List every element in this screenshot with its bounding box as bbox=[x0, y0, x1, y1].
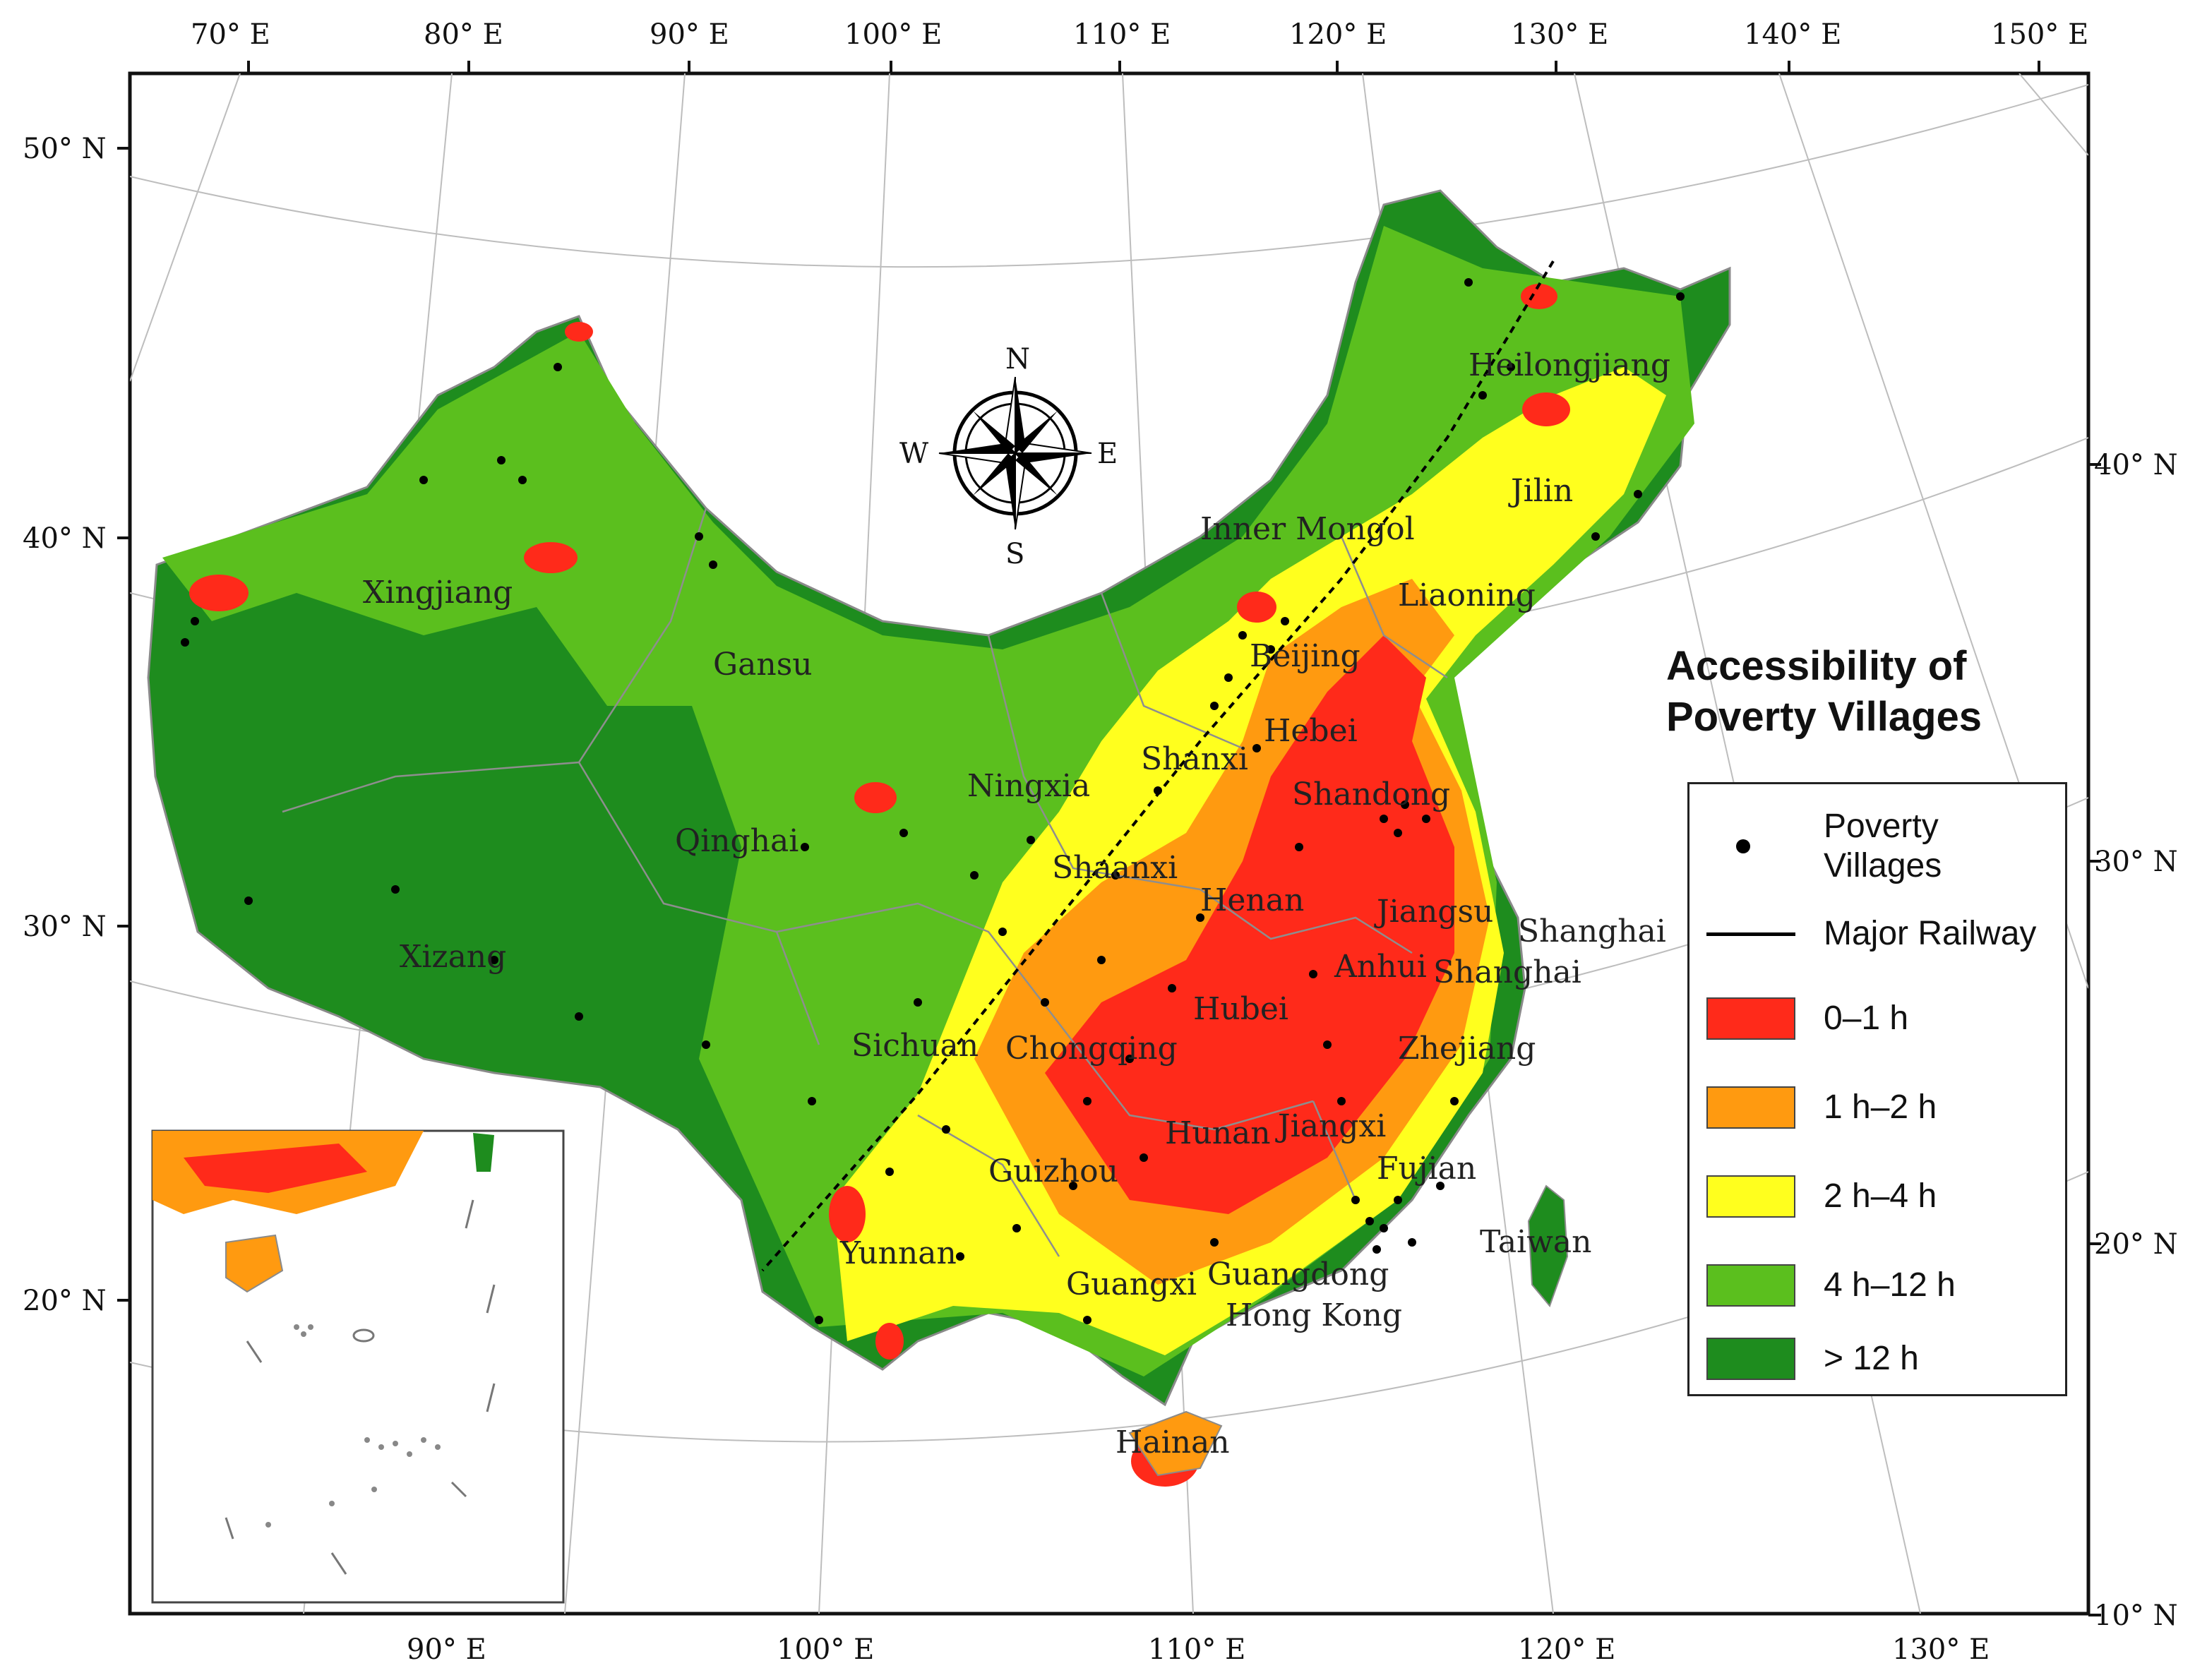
frame-ticks bbox=[117, 61, 2101, 1616]
lon-tick-label: 150° E bbox=[1991, 18, 2088, 51]
village-dot-icon bbox=[1736, 839, 1750, 853]
region-label: Jiangxi bbox=[1275, 1108, 1386, 1144]
region-label: Chongqing bbox=[1005, 1031, 1178, 1067]
lon-tick-label: 110° E bbox=[1073, 18, 1171, 51]
lon-tick-label: 140° E bbox=[1744, 18, 1841, 51]
legend-swatch bbox=[1706, 1086, 1795, 1129]
region-label: Inner Mongol bbox=[1200, 511, 1415, 547]
legend-item-class: 2 h–4 h bbox=[1689, 1163, 2065, 1233]
compass-rose: N S E W bbox=[899, 343, 1118, 570]
legend-title-line: Accessibility of bbox=[1666, 643, 1967, 689]
region-label: Taiwan bbox=[1480, 1224, 1591, 1260]
compass-west: W bbox=[899, 438, 928, 470]
lon-tick-label: 70° E bbox=[191, 18, 270, 51]
region-label: Jiangsu bbox=[1374, 894, 1493, 930]
region-labels: Heilongjiang Jilin Inner Mongol Liaoning… bbox=[363, 347, 1670, 1460]
lon-tick-label: 120° E bbox=[1518, 1633, 1615, 1666]
legend-item-class: 4 h–12 h bbox=[1689, 1252, 2065, 1322]
lon-bottom-labels: 90° E 100° E 110° E 120° E 130° E bbox=[407, 1633, 1990, 1666]
legend-label: Major Railway bbox=[1824, 915, 2037, 952]
compass-east: E bbox=[1097, 438, 1118, 470]
legend-swatch bbox=[1706, 1175, 1795, 1218]
region-label: Shanghai bbox=[1518, 913, 1666, 949]
lat-tick-label: 20° N bbox=[2094, 1228, 2178, 1261]
lat-tick-label: 10° N bbox=[2094, 1600, 2178, 1632]
lon-tick-label: 130° E bbox=[1511, 18, 1608, 51]
region-label: Guangdong bbox=[1207, 1256, 1389, 1292]
province-boundaries bbox=[282, 508, 1448, 1257]
compass-north: N bbox=[1005, 343, 1030, 376]
hainan-shape bbox=[1128, 1410, 1223, 1477]
legend-label: 4 h–12 h bbox=[1824, 1266, 1956, 1304]
region-label: Fujian bbox=[1377, 1151, 1476, 1187]
region-label: Hebei bbox=[1264, 713, 1358, 749]
compass-south: S bbox=[1005, 538, 1024, 570]
region-label: Hubei bbox=[1193, 991, 1288, 1027]
lon-tick-label: 90° E bbox=[650, 18, 729, 51]
lon-tick-label: 100° E bbox=[777, 1633, 874, 1666]
region-label: Xizang bbox=[400, 939, 506, 975]
lon-top-labels: 70° E 80° E 90° E 100° E 110° E 120° E 1… bbox=[191, 18, 2088, 51]
legend-label: 0–1 h bbox=[1824, 1000, 1909, 1037]
legend-swatch bbox=[1706, 1264, 1795, 1307]
legend-label: 1 h–2 h bbox=[1824, 1088, 1937, 1126]
legend-item-class: 1 h–2 h bbox=[1689, 1074, 2065, 1144]
lat-tick-label: 20° N bbox=[23, 1285, 107, 1317]
lon-tick-label: 110° E bbox=[1148, 1633, 1245, 1666]
railway-line-icon bbox=[1706, 932, 1795, 936]
region-label: Hong Kong bbox=[1226, 1297, 1402, 1333]
region-label: Shanghai bbox=[1433, 954, 1581, 990]
legend-label: Poverty bbox=[1824, 808, 1939, 845]
legend-swatch bbox=[1706, 997, 1795, 1040]
lat-tick-label: 30° N bbox=[2094, 846, 2178, 878]
lat-tick-label: 40° N bbox=[23, 522, 107, 555]
legend-label: Villages bbox=[1824, 847, 1942, 884]
legend-item-railway: Major Railway bbox=[1689, 904, 2065, 975]
region-label: Xingjiang bbox=[363, 575, 513, 611]
region-label: Shanxi bbox=[1141, 741, 1248, 777]
lon-tick-label: 80° E bbox=[424, 18, 503, 51]
region-label: Anhui bbox=[1334, 949, 1427, 985]
region-label: Henan bbox=[1200, 882, 1304, 918]
region-label: Guizhou bbox=[988, 1153, 1118, 1189]
region-label: Jilin bbox=[1508, 473, 1573, 509]
legend-label: > 12 h bbox=[1824, 1340, 1919, 1377]
legend-label: 2 h–4 h bbox=[1824, 1177, 1937, 1215]
poverty-villages bbox=[181, 278, 1685, 1324]
region-label: Hainan bbox=[1116, 1424, 1230, 1460]
region-label: Ningxia bbox=[967, 768, 1090, 804]
legend-item-villages: Poverty Villages bbox=[1689, 800, 2065, 892]
region-label: Sichuan bbox=[851, 1028, 979, 1064]
region-label: Liaoning bbox=[1398, 577, 1536, 613]
legend-item-class: > 12 h bbox=[1689, 1325, 2065, 1396]
lat-tick-label: 40° N bbox=[2094, 449, 2178, 481]
lon-tick-label: 130° E bbox=[1892, 1633, 1990, 1666]
lat-tick-label: 50° N bbox=[23, 133, 107, 165]
lon-tick-label: 120° E bbox=[1289, 18, 1387, 51]
region-label: Zhejiang bbox=[1398, 1031, 1536, 1067]
legend-title: Accessibility of Poverty Villages bbox=[1666, 641, 2090, 743]
region-label: Gansu bbox=[713, 647, 813, 683]
legend: Poverty Villages Major Railway 0–1 h 1 h… bbox=[1687, 782, 2067, 1396]
lat-right-labels: 40° N 30° N 20° N 10° N bbox=[2094, 449, 2178, 1632]
inset-map bbox=[151, 1129, 565, 1604]
major-railway bbox=[761, 260, 1555, 1272]
legend-swatch bbox=[1706, 1338, 1795, 1380]
taiwan-shape bbox=[1527, 1184, 1569, 1307]
region-label: Qinghai bbox=[675, 823, 799, 859]
lat-left-labels: 50° N 40° N 30° N 20° N bbox=[23, 133, 107, 1317]
region-label: Guangxi bbox=[1066, 1266, 1197, 1302]
region-label: Heilongjiang bbox=[1469, 347, 1670, 383]
region-label: Yunnan bbox=[839, 1235, 957, 1271]
lon-tick-label: 90° E bbox=[407, 1633, 486, 1666]
lat-tick-label: 30° N bbox=[23, 911, 107, 943]
region-label: Beijing bbox=[1250, 638, 1360, 674]
legend-item-class: 0–1 h bbox=[1689, 985, 2065, 1055]
legend-title-line: Poverty Villages bbox=[1666, 694, 1982, 740]
region-label: Shandong bbox=[1292, 776, 1450, 812]
region-label: Shaanxi bbox=[1052, 850, 1178, 886]
lon-tick-label: 100° E bbox=[844, 18, 942, 51]
region-label: Hunan bbox=[1165, 1115, 1271, 1151]
